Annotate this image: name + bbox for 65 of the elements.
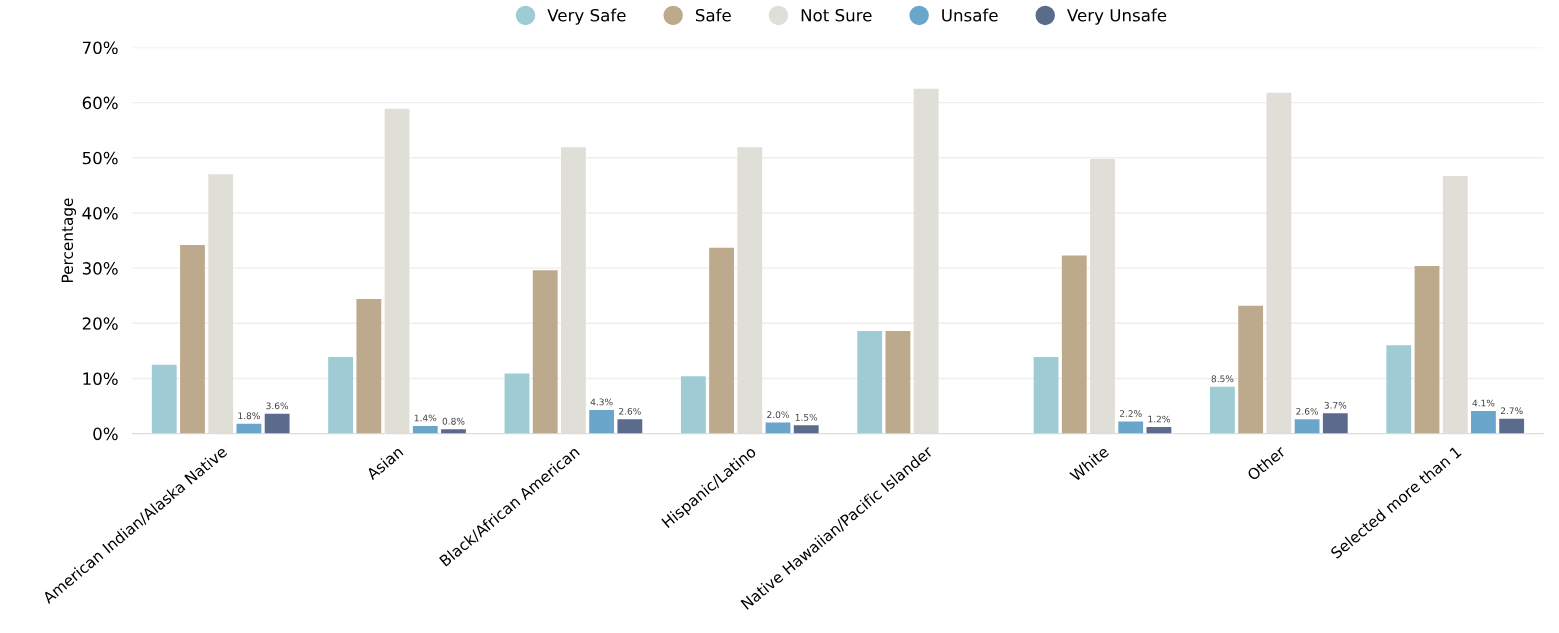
bar: [913, 88, 939, 434]
bar: [1471, 410, 1496, 434]
y-tick-label: 10%: [83, 372, 118, 386]
y-tick-label: 40%: [82, 206, 118, 220]
bar: [857, 331, 883, 434]
data-label: 2.7%: [1500, 407, 1523, 415]
legend-label: Not Sure: [801, 8, 872, 22]
y-axis-title: Percentage: [61, 198, 77, 283]
bar: [356, 299, 382, 434]
bar: [412, 425, 438, 434]
data-label: 3.6%: [266, 402, 289, 410]
bar: [737, 147, 763, 434]
bar: [180, 244, 205, 434]
bar: [561, 147, 586, 434]
legend-label: Unsafe: [942, 8, 998, 22]
bar: [532, 270, 558, 434]
y-tick-label: 30%: [82, 262, 118, 275]
y-tick-label: 50%: [82, 151, 118, 165]
bar: [384, 108, 410, 434]
bar: [504, 373, 530, 434]
data-label: 0.8%: [442, 417, 465, 425]
data-label: 4.1%: [1472, 399, 1495, 407]
bar: [1414, 265, 1440, 434]
bar: [208, 174, 234, 434]
bar: [1090, 158, 1115, 434]
data-label: 2.0%: [767, 411, 789, 419]
bar: [589, 409, 615, 434]
bar: [151, 364, 177, 434]
data-label: 1.8%: [238, 412, 260, 420]
bar: [1118, 421, 1144, 434]
data-label: 1.5%: [795, 413, 818, 421]
bar: [1033, 356, 1059, 434]
data-label: 3.7%: [1324, 401, 1347, 409]
bar: [1294, 419, 1320, 434]
bar: [441, 429, 466, 434]
y-tick-label: 60%: [82, 96, 118, 110]
data-label: 8.5%: [1211, 375, 1234, 383]
y-tick-label: 20%: [82, 317, 118, 330]
bar: [1322, 413, 1348, 434]
bar: [680, 376, 706, 434]
data-label: 2.6%: [619, 407, 641, 415]
legend-label: Very Unsafe: [1067, 8, 1167, 25]
bar: [1210, 386, 1235, 434]
bar: [885, 331, 911, 434]
bar: [1061, 255, 1087, 434]
bar: [709, 247, 734, 434]
bar: [236, 423, 262, 434]
bar: [328, 356, 354, 434]
legend-label: Safe: [695, 8, 731, 22]
bar: [617, 419, 643, 434]
y-tick-label: 70%: [82, 41, 118, 55]
data-label: 1.2%: [1148, 415, 1170, 423]
bar: [1386, 345, 1412, 434]
bar: [264, 413, 290, 434]
bar: [1238, 305, 1264, 434]
legend-label: Very Safe: [547, 8, 626, 25]
y-tick-label: 0%: [93, 427, 118, 441]
bar: [1442, 176, 1468, 434]
data-label: 4.3%: [590, 398, 613, 406]
data-label: 1.4%: [414, 414, 437, 422]
bar: [1499, 418, 1525, 434]
bar: [1266, 92, 1292, 434]
bar: [793, 425, 819, 434]
data-label: 2.2%: [1119, 410, 1142, 417]
data-label: 2.6%: [1296, 407, 1319, 415]
